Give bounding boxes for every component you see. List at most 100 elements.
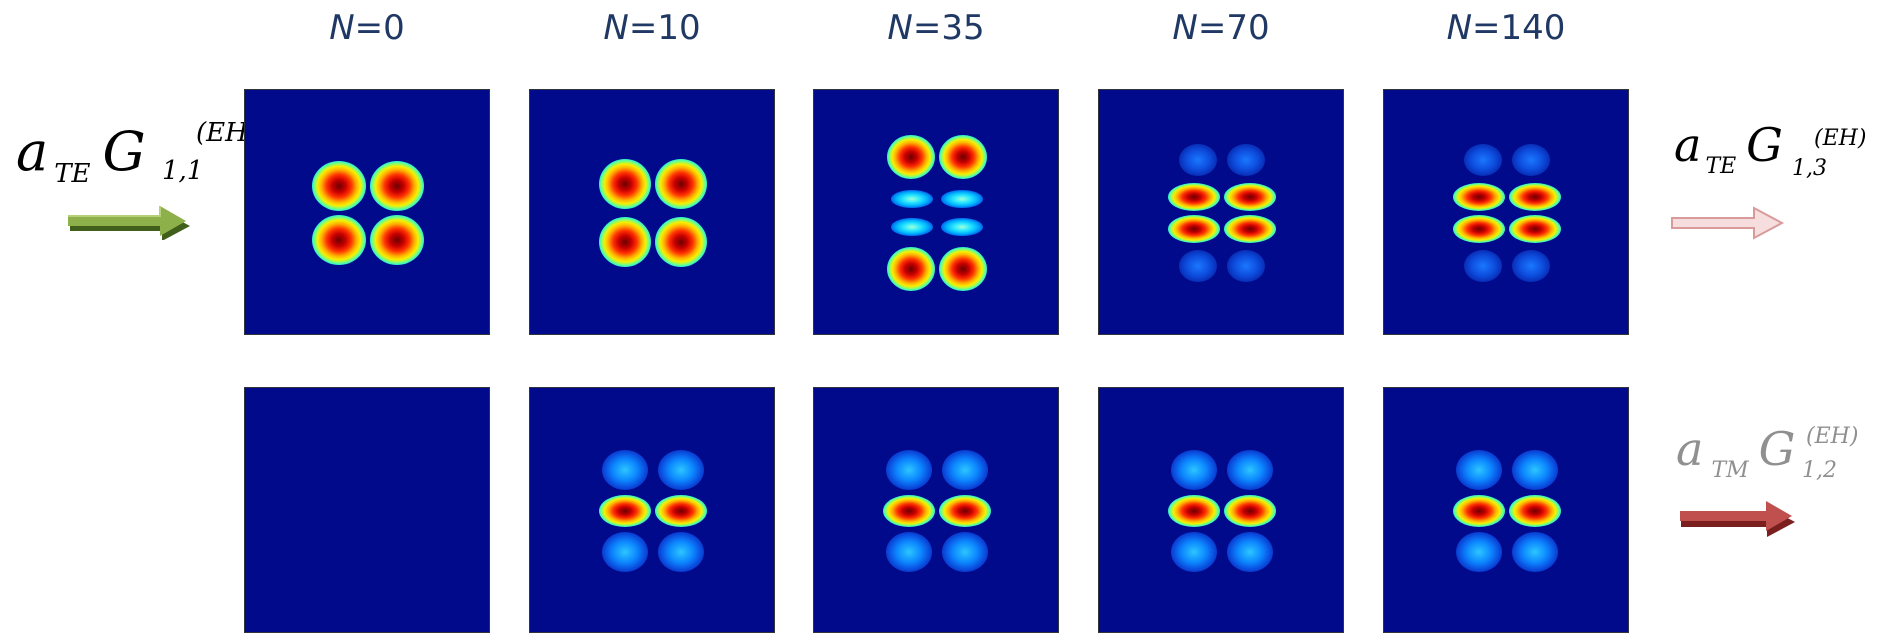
input-g-symbol: G <box>102 120 146 183</box>
column-label-n35: N=35 <box>813 8 1059 48</box>
field-lobe <box>887 247 935 291</box>
field-lobe <box>370 215 424 265</box>
field-lobe <box>1227 250 1265 282</box>
field-lobe <box>939 247 987 291</box>
output-top-mode-label: a TE G (EH) 1,3 <box>1674 118 1866 181</box>
column-value: =35 <box>912 8 985 48</box>
field-lobe <box>599 217 651 267</box>
field-lobe <box>1456 450 1502 490</box>
field-lobe <box>1509 495 1561 527</box>
field-lobe <box>939 495 991 527</box>
column-var: N <box>1172 8 1198 48</box>
field-lobe <box>1509 215 1561 243</box>
field-lobe <box>1171 450 1217 490</box>
field-lobe <box>1227 144 1265 176</box>
column-value: =0 <box>354 8 405 48</box>
column-var: N <box>887 8 913 48</box>
input-mode-label: a TE G (EH) 1,1 <box>16 118 258 189</box>
field-lobe <box>602 532 648 572</box>
field-lobe <box>1168 183 1220 211</box>
output-top-amplitude-symbol: a <box>1674 118 1702 172</box>
output-top-superscript: (EH) <box>1814 126 1867 151</box>
output-bottom-mode-label: a TM G (EH) 1,2 <box>1676 422 1858 483</box>
output-bottom-subscript: 1,2 <box>1802 458 1837 483</box>
field-lobe <box>1453 215 1505 243</box>
field-lobe <box>886 450 932 490</box>
column-var: N <box>603 8 629 48</box>
output-bottom-polarization: TM <box>1711 458 1749 483</box>
field-panel-top-n70 <box>1098 89 1344 335</box>
field-lobe <box>941 190 983 208</box>
field-lobe <box>1227 532 1273 572</box>
field-lobe <box>941 218 983 236</box>
field-lobe <box>1512 532 1558 572</box>
field-lobe <box>1512 144 1550 176</box>
field-lobe <box>312 215 366 265</box>
field-panel-bottom-n35 <box>813 387 1059 633</box>
field-lobe <box>1464 250 1502 282</box>
field-lobe <box>1168 215 1220 243</box>
input-amplitude-symbol: a <box>16 120 49 183</box>
field-lobe <box>599 159 651 209</box>
field-lobe <box>1224 495 1276 527</box>
field-panel-bottom-n140 <box>1383 387 1629 633</box>
field-lobe <box>655 159 707 209</box>
field-lobe <box>658 450 704 490</box>
input-subscript: 1,1 <box>162 156 204 186</box>
column-value: =10 <box>628 8 701 48</box>
field-lobe <box>312 161 366 211</box>
output-top-arrow <box>1671 206 1785 240</box>
output-top-subscript: 1,3 <box>1792 156 1827 181</box>
field-lobe <box>1224 215 1276 243</box>
column-var: N <box>1446 8 1473 48</box>
field-lobe <box>891 218 933 236</box>
field-lobe <box>886 532 932 572</box>
field-lobe <box>1224 183 1276 211</box>
field-panel-top-n10 <box>529 89 775 335</box>
field-lobe <box>942 450 988 490</box>
field-lobe <box>658 532 704 572</box>
field-panel-bottom-n10 <box>529 387 775 633</box>
field-lobe <box>1453 183 1505 211</box>
column-label-n140: N=140 <box>1383 8 1629 48</box>
field-lobe <box>1456 532 1502 572</box>
field-lobe <box>655 217 707 267</box>
field-panel-bottom-n70 <box>1098 387 1344 633</box>
output-top-polarization: TE <box>1705 154 1737 179</box>
output-bottom-arrow <box>1680 501 1795 537</box>
field-lobe <box>887 135 935 179</box>
field-lobe <box>1171 532 1217 572</box>
field-lobe <box>602 450 648 490</box>
field-lobe <box>599 495 651 527</box>
field-lobe <box>1227 450 1273 490</box>
field-lobe <box>1512 450 1558 490</box>
output-bottom-g-symbol: G <box>1758 422 1796 476</box>
column-value: =70 <box>1197 8 1270 48</box>
field-lobe <box>1512 250 1550 282</box>
column-label-n0: N=0 <box>244 8 490 48</box>
field-lobe <box>942 532 988 572</box>
field-lobe <box>1464 144 1502 176</box>
column-label-n10: N=10 <box>529 8 775 48</box>
field-lobe <box>1179 144 1217 176</box>
column-value: =140 <box>1472 8 1566 48</box>
field-lobe <box>939 135 987 179</box>
input-arrow <box>68 206 190 240</box>
field-panel-bottom-n0 <box>244 387 490 633</box>
field-lobe <box>1168 495 1220 527</box>
field-panel-top-n140 <box>1383 89 1629 335</box>
output-bottom-amplitude-symbol: a <box>1676 422 1704 476</box>
field-lobe <box>1509 183 1561 211</box>
column-var: N <box>329 8 355 48</box>
field-lobe <box>370 161 424 211</box>
field-lobe <box>883 495 935 527</box>
input-polarization: TE <box>54 159 91 189</box>
output-bottom-superscript: (EH) <box>1806 424 1859 449</box>
column-label-n70: N=70 <box>1098 8 1344 48</box>
field-lobe <box>655 495 707 527</box>
field-lobe <box>891 190 933 208</box>
output-top-g-symbol: G <box>1746 118 1783 172</box>
field-lobe <box>1179 250 1217 282</box>
field-lobe <box>1453 495 1505 527</box>
field-panel-top-n0 <box>244 89 490 335</box>
